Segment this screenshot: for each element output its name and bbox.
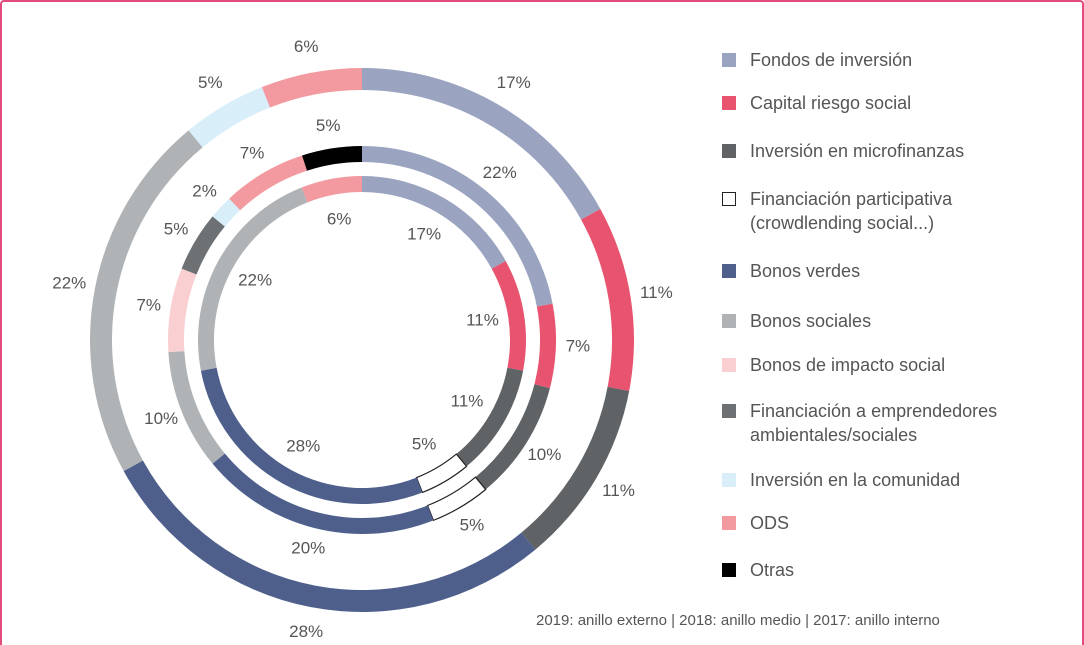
value-label: 7% (136, 296, 161, 315)
legend-swatch (722, 404, 736, 418)
ring-segment (302, 146, 362, 171)
value-label: 22% (483, 163, 517, 182)
legend-swatch (722, 516, 736, 530)
legend-label: ODS (750, 513, 790, 533)
ring-segment (426, 476, 487, 522)
legend-item: Inversión en la comunidad (722, 468, 1062, 492)
ring-segment (261, 68, 362, 108)
legend-item: Financiación a emprendedores ambientales… (722, 399, 1062, 447)
legend-swatch (722, 473, 736, 487)
ring-segment (362, 146, 553, 307)
ring-segment (415, 453, 468, 494)
value-label: 7% (240, 144, 265, 163)
legend-label: Capital riesgo social (750, 93, 912, 113)
ring-segment (456, 367, 524, 467)
ring-segment (491, 260, 526, 371)
ring-segment (188, 87, 270, 148)
legend-item: Financiación participativa (crowdlending… (722, 187, 1062, 235)
ring-segment (362, 176, 506, 269)
legend-item: Bonos de impacto social (722, 353, 1062, 377)
legend-swatch (722, 53, 736, 67)
legend-swatch (722, 358, 736, 372)
legend-label: Fondos de inversión (750, 50, 913, 70)
legend-item: Otras (722, 558, 1062, 582)
legend-swatch (722, 96, 736, 110)
legend-item: Bonos sociales (722, 309, 1062, 333)
legend-swatch (722, 144, 736, 158)
ring-segment (181, 216, 225, 275)
value-label: 5% (198, 73, 223, 92)
ring-segment (301, 176, 362, 203)
legend-item: Capital riesgo social (722, 91, 1062, 115)
value-label: 17% (497, 73, 531, 92)
ring-segment (475, 384, 550, 490)
value-label: 6% (294, 37, 319, 56)
legend-label: Otras (750, 560, 795, 580)
value-label: 5% (412, 434, 437, 453)
ring-segment (521, 386, 630, 550)
legend-swatch (722, 314, 736, 328)
ring-segment (198, 187, 308, 371)
legend-item: ODS (722, 511, 1062, 535)
value-label: 22% (52, 274, 86, 293)
legend-label: Financiación participativa (crowdlending… (750, 189, 953, 233)
legend-item: Bonos verdes (722, 259, 1062, 283)
legend-swatch (722, 192, 736, 206)
value-label: 28% (289, 622, 323, 641)
value-label: 5% (460, 515, 485, 534)
value-label: 11% (466, 310, 499, 329)
value-label: 6% (327, 210, 352, 229)
legend-label: Financiación a emprendedores ambientales… (750, 401, 998, 445)
legend-label: Bonos verdes (750, 261, 861, 281)
value-label: 22% (238, 271, 272, 290)
value-label: 10% (527, 445, 561, 464)
value-label: 5% (164, 220, 189, 239)
value-label: 5% (316, 116, 341, 135)
legend-item: Fondos de inversión (722, 48, 1062, 72)
ring-segment (123, 460, 536, 612)
value-label: 10% (144, 409, 178, 428)
value-label: 7% (566, 336, 591, 355)
ring-segment (229, 155, 307, 211)
ring-segment (534, 303, 556, 389)
value-label: 2% (192, 182, 217, 201)
ring-segment (168, 268, 197, 353)
ring-segment (362, 68, 601, 220)
ring-segment (212, 198, 241, 227)
legend-label: Bonos sociales (750, 311, 872, 331)
legend-swatch (722, 264, 736, 278)
ring-segment (90, 130, 203, 472)
value-label: 28% (286, 436, 320, 455)
value-label: 20% (291, 539, 325, 558)
legend-item: Inversión en microfinanzas (722, 139, 1062, 163)
ring-segment (212, 453, 434, 534)
value-label: 11% (451, 392, 484, 411)
value-label: 17% (407, 224, 441, 243)
legend-swatch (722, 563, 736, 577)
legend-label: Inversión en la comunidad (750, 470, 961, 490)
value-label: 11% (640, 283, 673, 302)
value-label: 11% (602, 481, 635, 500)
legend-label: Bonos de impacto social (750, 355, 946, 375)
ring-segment (581, 208, 635, 391)
note: 2019: anillo externo | 2018: anillo medi… (536, 612, 940, 629)
legend-label: Inversión en microfinanzas (750, 141, 965, 161)
ring-segment (168, 351, 225, 464)
ring-segment (200, 367, 423, 504)
